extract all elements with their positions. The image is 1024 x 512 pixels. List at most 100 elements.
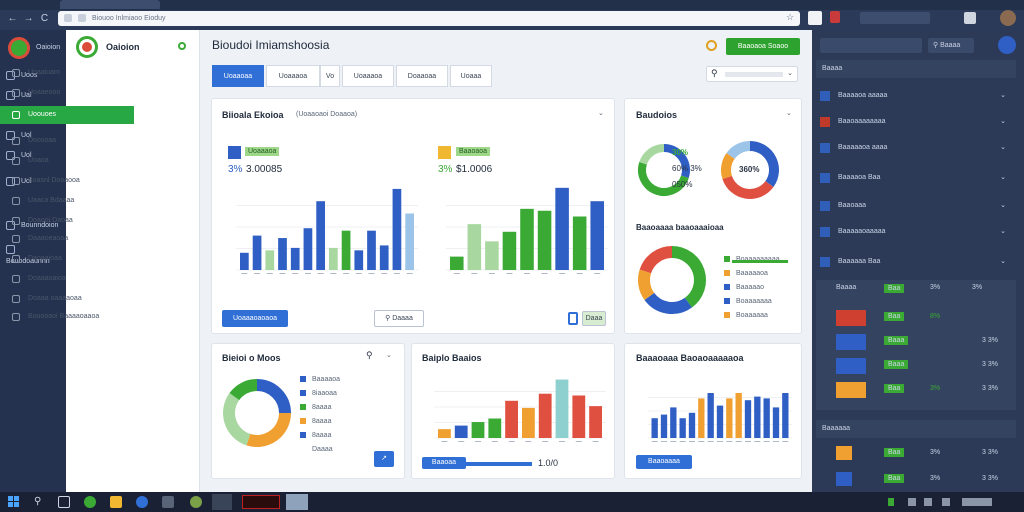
sidebar-item[interactable]: Doaooi Daoaa [0, 212, 134, 230]
legend-swatch [300, 446, 306, 453]
donut-chart-1 [638, 144, 690, 196]
address-bar[interactable]: Biouoo Inlmiaoo Eioduy ☆ [58, 11, 800, 26]
sidebar-item-icon [12, 157, 20, 165]
right-list-row[interactable]: Baaoaaa ⌄ [816, 196, 1016, 216]
right-row-chevron-icon[interactable]: ⌄ [1000, 258, 1006, 265]
right-search-button[interactable]: ⚲ Baaaa [928, 38, 974, 53]
chart-bar [688, 412, 696, 438]
taskbar-search-icon[interactable]: ⚲ [34, 496, 42, 507]
rail-item[interactable]: Uoos [6, 70, 62, 82]
card1-menu-icon[interactable]: ⌄ [598, 110, 604, 117]
donut-segment [721, 152, 735, 179]
right-row-chevron-icon[interactable]: ⌄ [1000, 202, 1006, 209]
rail-item[interactable]: Bouodoaunnn [6, 244, 62, 265]
toolbar-field[interactable] [860, 12, 930, 24]
tray-green-icon[interactable] [888, 498, 894, 506]
tab-4[interactable]: Doaaoaa [396, 65, 448, 87]
sidebar-item-label: Uaaca Bdaaaa [28, 197, 75, 204]
card1-small-button[interactable]: Daaa [582, 311, 606, 326]
card1-secondary-button[interactable]: ⚲ Daaaa [374, 310, 424, 327]
rail-item[interactable]: Uol [6, 176, 62, 188]
taskbar-taskview-icon[interactable] [58, 496, 70, 508]
menu-icon[interactable] [964, 12, 976, 24]
tab-0[interactable]: Uoaaoaa [212, 65, 264, 87]
right-row-chevron-icon[interactable]: ⌄ [1000, 118, 1006, 125]
tick-mark [508, 441, 515, 442]
right-row-chevron-icon[interactable]: ⌄ [1000, 228, 1006, 235]
right-row-chevron-icon[interactable]: ⌄ [1000, 174, 1006, 181]
donut-segment [671, 246, 706, 308]
card3-search-icon[interactable]: ⚲ [366, 350, 373, 360]
sidebar-item[interactable]: Doaaaoaioa [0, 270, 134, 288]
card3-legend-item: Daaaa [300, 446, 333, 453]
rail-item[interactable]: Uol [6, 150, 62, 162]
tab-3[interactable]: Uoaaaoa [342, 65, 394, 87]
rail-item[interactable]: Ual [6, 90, 62, 102]
right-table-cell: 3 3% [982, 337, 998, 344]
sidebar-item[interactable]: Uoaaiuam [0, 64, 134, 82]
right-list-row[interactable]: Baaaaaoaaaaa ⌄ [816, 222, 1016, 242]
sidebar-item[interactable]: Uaaca Bdaaaa [0, 192, 134, 210]
search-input[interactable]: ⚲ ⌄ [706, 66, 798, 82]
right-search-input[interactable] [820, 38, 922, 53]
card2-menu-icon[interactable]: ⌄ [786, 110, 792, 117]
sidebar-item[interactable]: Uoouoes [0, 106, 134, 124]
right-user-icon[interactable] [998, 36, 1016, 54]
back-icon[interactable]: ← [7, 13, 18, 24]
taskbar-edge-icon[interactable] [136, 496, 148, 508]
taskbar-browser-icon[interactable] [84, 496, 96, 508]
right-row-chevron-icon[interactable]: ⌄ [1000, 92, 1006, 99]
sidebar-item[interactable]: Uoaaeooo [0, 84, 134, 102]
card1-primary-button[interactable]: Uoaaaoaoaoa [222, 310, 288, 327]
right-row-chevron-icon[interactable]: ⌄ [1000, 144, 1006, 151]
right-list-row[interactable]: Baaaaoa aaaaa ⌄ [816, 86, 1016, 106]
sidebar-item[interactable]: Uoaoa [0, 152, 134, 170]
right-list-row[interactable]: Baaaaaoa aaaa ⌄ [816, 138, 1016, 158]
forward-icon[interactable]: → [23, 13, 34, 24]
rail-item[interactable]: Uol [6, 130, 62, 142]
avatar[interactable] [1000, 10, 1016, 26]
taskbar-active-app[interactable] [286, 494, 308, 510]
taskbar-app2-icon[interactable] [190, 496, 202, 508]
taskbar-folder-icon[interactable] [110, 496, 122, 508]
taskbar-app-icon[interactable] [162, 496, 174, 508]
tick-mark [689, 441, 695, 442]
taskbar-red-app[interactable] [242, 495, 280, 509]
card3-expand-button[interactable]: ↗ [374, 451, 394, 467]
sidebar-item[interactable]: Daoaaioaa [0, 250, 134, 268]
extension-icon[interactable] [808, 11, 822, 25]
card3-menu-icon[interactable]: ⌄ [386, 352, 392, 359]
chart-bar [538, 393, 552, 438]
card4-button[interactable]: Baaoaa [422, 457, 466, 469]
right-list-row[interactable]: Baaaaoa Baa ⌄ [816, 168, 1016, 188]
start-icon[interactable] [8, 496, 20, 508]
reload-icon[interactable]: C [40, 13, 49, 24]
sidebar-item[interactable]: Boasnl Doaaooa [0, 172, 134, 190]
sidebar-item[interactable]: Bouooaoi Baaaaoaaoa [0, 308, 134, 326]
bookmark-star-icon[interactable]: ☆ [786, 12, 795, 22]
browser-tab[interactable] [60, 0, 160, 9]
right-list-row[interactable]: Baaaaaa Baa ⌄ [816, 252, 1016, 272]
right-row-thumb [820, 257, 830, 267]
tab-1[interactable]: Uoaaaoa [266, 65, 320, 87]
tab-2[interactable]: Vo [320, 65, 340, 87]
card1-toggle-icon[interactable] [568, 312, 578, 325]
tick-mark [330, 273, 337, 274]
sidebar-item-icon [12, 177, 20, 185]
chart-bar [679, 418, 686, 438]
tab-5[interactable]: Uoaaa [450, 65, 492, 87]
chart-bar [505, 400, 518, 438]
rail-item[interactable]: Bounndoion [6, 220, 62, 232]
sidebar-item[interactable]: Doaaa oaaaaoaa [0, 290, 134, 308]
header-action-button[interactable]: Baaoaoa Soaoo [726, 38, 800, 55]
app-logo [76, 36, 98, 58]
card1-secondary-label: Daaaa [392, 315, 413, 322]
clock-icon[interactable] [706, 40, 717, 51]
right-list-row[interactable]: Baaoaaaaaaaa ⌄ [816, 112, 1016, 132]
sidebar-item[interactable]: Doosoaa [0, 132, 134, 150]
card5-button[interactable]: Baaoaaaa [636, 455, 692, 469]
legend-label: Boaaaaaaa [736, 298, 772, 305]
extension-red-icon[interactable] [830, 11, 840, 23]
sidebar-item[interactable]: Daaaoeaoaa [0, 230, 134, 248]
taskbar-app3-icon[interactable] [212, 494, 232, 510]
